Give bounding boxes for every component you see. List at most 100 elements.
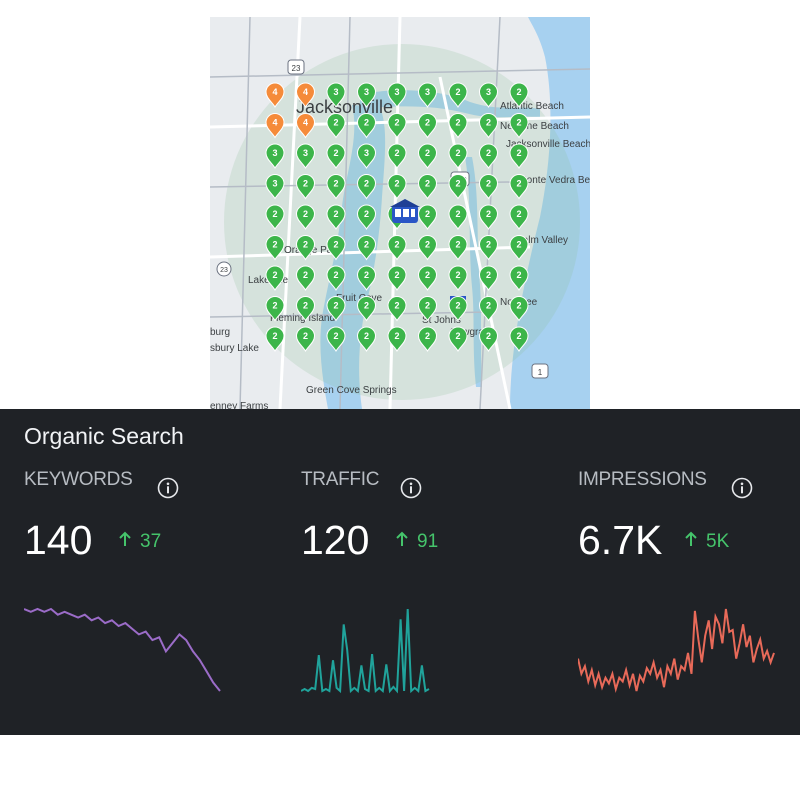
rank-pin-icon[interactable]: 2 <box>417 113 438 139</box>
rank-grid-map[interactable]: Jacksonville Atlantic Beach Neptune Beac… <box>210 17 590 409</box>
metric-label: TRAFFIC <box>301 469 380 490</box>
rank-pin-icon[interactable]: 2 <box>448 174 468 200</box>
rank-pin-icon[interactable]: 3 <box>356 143 377 169</box>
rank-pin-icon[interactable]: 2 <box>478 174 499 200</box>
rank-pin-icon[interactable]: 2 <box>387 235 407 261</box>
rank-pin-icon[interactable]: 2 <box>478 143 499 169</box>
svg-text:2: 2 <box>455 118 460 128</box>
svg-text:2: 2 <box>364 301 369 311</box>
info-icon[interactable] <box>157 477 179 499</box>
rank-pin-icon[interactable]: 3 <box>356 82 377 108</box>
rank-pin-icon[interactable]: 2 <box>417 235 438 261</box>
rank-pin-icon[interactable]: 2 <box>448 235 468 261</box>
rank-pin-icon[interactable]: 3 <box>387 82 407 108</box>
rank-pin-icon[interactable]: 3 <box>417 82 438 108</box>
svg-text:2: 2 <box>303 331 308 341</box>
rank-pin-icon[interactable]: 2 <box>417 143 438 169</box>
rank-pin-icon[interactable]: 2 <box>295 326 316 352</box>
rank-pin-icon[interactable]: 2 <box>265 204 285 230</box>
rank-pin-icon[interactable]: 2 <box>417 204 438 230</box>
rank-pin-icon[interactable]: 2 <box>478 296 499 322</box>
business-location-icon[interactable] <box>390 199 420 223</box>
city-label: Palm Valley <box>516 235 568 246</box>
rank-pin-icon[interactable]: 2 <box>478 204 499 230</box>
rank-pin-icon[interactable]: 2 <box>509 204 529 230</box>
rank-pin-icon[interactable]: 2 <box>326 296 346 322</box>
rank-pin-icon[interactable]: 2 <box>417 326 438 352</box>
rank-pin-icon[interactable]: 2 <box>478 235 499 261</box>
svg-text:3: 3 <box>394 87 399 97</box>
rank-pin-icon[interactable]: 2 <box>326 204 346 230</box>
rank-pin-icon[interactable]: 2 <box>356 296 377 322</box>
info-icon[interactable] <box>731 477 753 499</box>
metric-label: IMPRESSIONS <box>578 469 707 490</box>
rank-pin-icon[interactable]: 2 <box>509 113 529 139</box>
rank-pin-icon[interactable]: 2 <box>448 326 468 352</box>
rank-pin-icon[interactable]: 2 <box>326 265 346 291</box>
rank-pin-icon[interactable]: 4 <box>265 82 285 108</box>
rank-pin-icon[interactable]: 2 <box>265 235 285 261</box>
rank-pin-icon[interactable]: 3 <box>265 143 285 169</box>
rank-pin-icon[interactable]: 2 <box>448 82 468 108</box>
rank-pin-icon[interactable]: 2 <box>417 296 438 322</box>
rank-pin-icon[interactable]: 2 <box>387 265 407 291</box>
rank-pin-icon[interactable]: 2 <box>356 235 377 261</box>
svg-text:2: 2 <box>425 270 430 280</box>
rank-pin-icon[interactable]: 4 <box>265 113 285 139</box>
rank-pin-icon[interactable]: 2 <box>509 296 529 322</box>
rank-pin-icon[interactable]: 2 <box>509 265 529 291</box>
city-label: St Johns <box>422 315 461 326</box>
rank-pin-icon[interactable]: 3 <box>326 82 346 108</box>
rank-pin-icon[interactable]: 2 <box>448 113 468 139</box>
rank-pin-icon[interactable]: 2 <box>509 143 529 169</box>
rank-pin-icon[interactable]: 2 <box>448 143 468 169</box>
rank-pin-icon[interactable]: 3 <box>265 174 285 200</box>
rank-pin-icon[interactable]: 2 <box>265 296 285 322</box>
rank-pin-icon[interactable]: 2 <box>417 174 438 200</box>
rank-pin-icon[interactable]: 2 <box>387 113 407 139</box>
metric-value: 120 <box>301 517 370 563</box>
rank-pin-icon[interactable]: 2 <box>387 174 407 200</box>
rank-pin-icon[interactable]: 2 <box>478 113 499 139</box>
rank-pin-icon[interactable]: 2 <box>295 235 316 261</box>
rank-pin-icon[interactable]: 2 <box>448 296 468 322</box>
rank-pin-icon[interactable]: 2 <box>387 143 407 169</box>
rank-pin-icon[interactable]: 2 <box>295 265 316 291</box>
rank-pin-icon[interactable]: 3 <box>295 143 316 169</box>
rank-pin-icon[interactable]: 2 <box>448 265 468 291</box>
rank-pin-icon[interactable]: 2 <box>509 174 529 200</box>
svg-text:2: 2 <box>394 301 399 311</box>
rank-pin-icon[interactable]: 2 <box>356 113 377 139</box>
rank-pin-icon[interactable]: 2 <box>509 82 529 108</box>
rank-pin-icon[interactable]: 2 <box>356 265 377 291</box>
svg-text:2: 2 <box>486 148 491 158</box>
rank-pin-icon[interactable]: 2 <box>478 265 499 291</box>
rank-pin-icon[interactable]: 2 <box>448 204 468 230</box>
rank-pin-icon[interactable]: 2 <box>356 204 377 230</box>
rank-pin-icon[interactable]: 2 <box>417 265 438 291</box>
rank-pin-icon[interactable]: 2 <box>387 296 407 322</box>
rank-pin-icon[interactable]: 2 <box>295 204 316 230</box>
rank-pin-icon[interactable]: 2 <box>326 143 346 169</box>
rank-pin-icon[interactable]: 2 <box>356 174 377 200</box>
rank-pin-icon[interactable]: 4 <box>295 82 316 108</box>
rank-pin-icon[interactable]: 2 <box>295 174 316 200</box>
svg-text:2: 2 <box>394 331 399 341</box>
rank-pin-icon[interactable]: 2 <box>265 326 285 352</box>
rank-pin-icon[interactable]: 2 <box>265 265 285 291</box>
rank-pin-icon[interactable]: 2 <box>326 326 346 352</box>
rank-pin-icon[interactable]: 2 <box>509 326 529 352</box>
rank-pin-icon[interactable]: 2 <box>509 235 529 261</box>
rank-pin-icon[interactable]: 4 <box>295 113 316 139</box>
rank-pin-icon[interactable]: 2 <box>326 113 346 139</box>
svg-text:2: 2 <box>486 240 491 250</box>
rank-pin-icon[interactable]: 2 <box>478 326 499 352</box>
rank-pin-icon[interactable]: 2 <box>326 174 346 200</box>
rank-pin-icon[interactable]: 2 <box>326 235 346 261</box>
rank-pin-icon[interactable]: 3 <box>478 82 499 108</box>
rank-pin-icon[interactable]: 2 <box>295 296 316 322</box>
rank-pin-icon[interactable]: 2 <box>356 326 377 352</box>
rank-pin-icon[interactable]: 2 <box>387 326 407 352</box>
svg-text:2: 2 <box>425 179 430 189</box>
info-icon[interactable] <box>400 477 422 499</box>
